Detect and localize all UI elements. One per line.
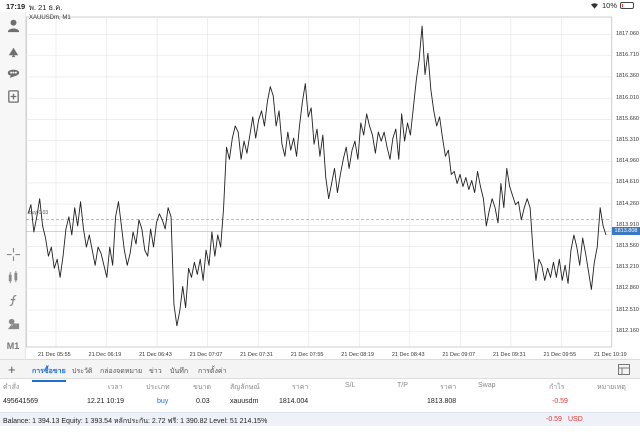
price-series-line [27,25,607,327]
objects-icon[interactable] [4,314,22,332]
header-price: ราคา [292,384,309,391]
header-profit: กำไร [549,384,565,391]
chat-icon[interactable] [4,64,22,82]
row-type: buy [157,398,169,405]
y-tick-label: 1813.210 [616,264,639,271]
battery-level [622,4,624,7]
y-tick-label: 1816.010 [616,94,639,101]
bottom-tab-bar: + การซื้อขาย ประวัติ กล่องจดหมาย ข่าว บั… [0,359,640,382]
x-tick-label: 21 Dec 10:19 [594,352,627,358]
header-swap: Swap [478,382,496,389]
timeframe-m1-icon[interactable]: M1 [6,341,20,351]
x-tick-label: 21 Dec 07:07 [189,352,223,358]
x-tick-label: 21 Dec 05:55 [38,352,71,358]
chart-canvas [26,16,613,348]
header-comment: หมายเหตุ [597,384,626,391]
header-tp: T/P [397,382,408,389]
y-tick-label: 1816.360 [616,73,639,80]
total-profit: -0.59 [546,416,562,423]
tab-news[interactable]: ข่าว [149,368,162,375]
add-order-icon[interactable]: + [8,362,16,377]
tab-journal[interactable]: บันทึก [170,368,189,375]
account-currency: USD [568,416,583,423]
orders-table-header: คำสั่ง เวลา ประเภท ขนาด สัญลักษณ์ ราคา S… [0,380,640,394]
function-icon[interactable] [4,291,22,309]
status-time: 17:19 [6,2,26,11]
y-tick-label: 1812.860 [616,285,639,292]
row-volume: 0.03 [196,398,210,405]
header-type: ประเภท [146,384,170,391]
expand-panel-icon[interactable] [618,364,630,375]
account-summary-bar: Balance: 1 394.13 Equity: 1 393.54 หลักป… [0,412,640,426]
x-tick-label: 21 Dec 08:43 [391,352,425,358]
row-profit: -0.59 [552,398,568,405]
wifi-icon [590,3,598,9]
buy-line-label: buy 0.03 [29,210,49,216]
x-tick-label: 21 Dec 09:07 [442,352,476,358]
battery-percent: 10% [601,1,617,10]
tab-mailbox[interactable]: กล่องจดหมาย [100,368,143,375]
trade-icon[interactable] [4,42,22,60]
x-tick-label: 21 Dec 09:55 [543,352,577,358]
row-ticket: 495641569 [3,398,39,405]
y-tick-label: 1816.710 [616,52,639,59]
y-tick-label: 1815.310 [616,137,639,144]
y-tick-label: 1813.560 [616,242,639,249]
header-symbol: สัญลักษณ์ [230,384,260,391]
chart-symbol-label: XAUUSDm, M1 [29,15,71,21]
row-price: 1814.004 [279,398,309,405]
x-tick-label: 21 Dec 06:19 [88,352,122,358]
x-tick-label: 21 Dec 08:19 [341,352,374,358]
y-tick-label: 1812.510 [616,306,639,313]
left-toolbar: M1 [0,12,26,359]
x-tick-label: 21 Dec 09:31 [492,352,526,358]
y-tick-label: 1817.060 [616,31,639,38]
tab-trade[interactable]: การซื้อขาย [32,368,66,382]
header-time: เวลา [108,384,123,391]
y-tick-label: 1815.660 [616,115,639,122]
y-tick-label: 1812.160 [616,327,639,334]
tab-history[interactable]: ประวัติ [72,368,93,375]
status-date: พ. 21 ธ.ค. [29,3,63,12]
header-sl: S/L [345,382,356,389]
y-tick-label: 1813.910 [616,221,639,228]
status-indicators: 10% [590,1,634,10]
price-chart[interactable]: XAUUSDm, M1 buy 0.03 1817.060 1816.710 181… [26,12,640,359]
header-current-price: ราคา [440,384,457,391]
row-time: 12.21 10:19 [87,398,124,405]
y-tick-label: 1814.610 [616,179,639,186]
table-row[interactable]: 495641569 12.21 10:19 buy 0.03 xauusdm 1… [0,396,640,410]
x-tick-label: 21 Dec 07:31 [240,352,273,358]
x-tick-label: 21 Dec 07:55 [290,352,324,358]
new-document-icon[interactable] [4,87,22,105]
account-summary-text: Balance: 1 394.13 Equity: 1 393.54 หลักป… [3,418,268,425]
current-price-tag: 1813.808 [612,227,640,236]
tab-settings[interactable]: การตั้งค่า [198,368,227,375]
y-tick-label: 1814.260 [616,200,639,207]
row-symbol: xauusdm [230,398,259,405]
y-tick-label: 1814.960 [616,158,639,165]
battery-icon [620,2,634,9]
status-bar: 17:19 พ. 21 ธ.ค. 10% [0,0,640,12]
crosshair-icon[interactable] [4,245,22,263]
plot-frame [26,16,612,348]
header-ticket: คำสั่ง [3,384,20,391]
row-current-price: 1813.808 [427,398,457,405]
x-tick-label: 21 Dec 06:43 [139,352,172,358]
account-icon[interactable] [4,16,22,34]
header-volume: ขนาด [193,384,212,391]
indicators-icon[interactable] [4,268,22,286]
